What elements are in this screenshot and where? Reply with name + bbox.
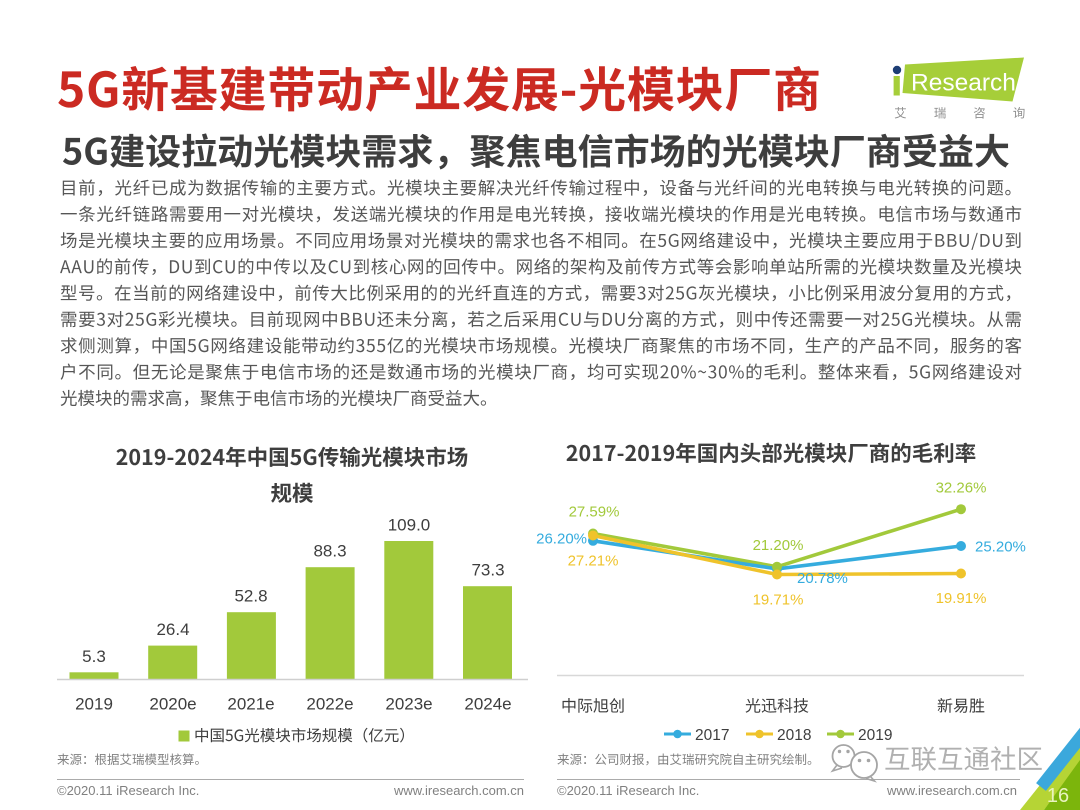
- svg-text:16: 16: [1047, 785, 1069, 807]
- svg-text:2021e: 2021e: [227, 695, 274, 714]
- svg-text:2018: 2018: [777, 727, 811, 744]
- svg-text:32.26%: 32.26%: [936, 480, 987, 497]
- svg-text:2017: 2017: [695, 727, 729, 744]
- svg-text:26.4: 26.4: [156, 620, 189, 639]
- svg-text:25.20%: 25.20%: [975, 539, 1026, 556]
- svg-text:www.iresearch.com.cn: www.iresearch.com.cn: [393, 783, 524, 798]
- svg-text:109.0: 109.0: [388, 516, 431, 535]
- svg-text:2023e: 2023e: [385, 695, 432, 714]
- svg-text:27.59%: 27.59%: [569, 504, 620, 521]
- svg-text:88.3: 88.3: [313, 542, 346, 561]
- svg-text:2024e: 2024e: [464, 695, 511, 714]
- svg-text:20.78%: 20.78%: [797, 570, 848, 587]
- svg-text:21.20%: 21.20%: [753, 537, 804, 554]
- svg-text:27.21%: 27.21%: [568, 553, 619, 570]
- svg-text:73.3: 73.3: [471, 561, 504, 580]
- svg-text:19.71%: 19.71%: [753, 592, 804, 609]
- svg-text:2019: 2019: [75, 695, 113, 714]
- svg-text:26.20%: 26.20%: [536, 531, 587, 548]
- svg-text:Research: Research: [911, 70, 1016, 97]
- svg-text:19.91%: 19.91%: [936, 590, 987, 607]
- svg-text:©2020.11 iResearch Inc.: ©2020.11 iResearch Inc.: [57, 783, 199, 798]
- svg-text:52.8: 52.8: [234, 587, 267, 606]
- svg-text:www.iresearch.com.cn: www.iresearch.com.cn: [886, 783, 1017, 798]
- svg-text:©2020.11 iResearch Inc.: ©2020.11 iResearch Inc.: [557, 783, 699, 798]
- svg-text:2020e: 2020e: [149, 695, 196, 714]
- svg-text:2022e: 2022e: [306, 695, 353, 714]
- svg-text:2019: 2019: [858, 727, 892, 744]
- svg-text:5.3: 5.3: [82, 647, 106, 666]
